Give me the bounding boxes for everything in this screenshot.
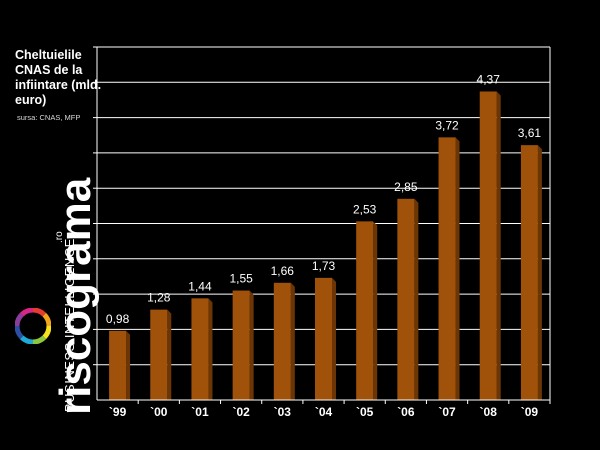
bar-side (167, 309, 172, 400)
bar-side (373, 221, 378, 400)
x-tick-label: `06 (397, 405, 415, 419)
bar-side (249, 290, 254, 400)
value-label: 1,66 (271, 264, 295, 278)
bar-side (455, 137, 460, 401)
ring-segment (19, 308, 34, 317)
bar-side (126, 330, 131, 400)
value-labels: 0,98 1,28 1,44 1,55 1,66 1,73 2,53 2,85 3,72 4,37… (106, 72, 541, 325)
value-label: 3,61 (518, 126, 542, 140)
bar-side (414, 198, 419, 400)
x-tick-label: `05 (356, 405, 374, 419)
x-tick-label: `03 (274, 405, 292, 419)
bar (438, 137, 456, 401)
bar-side (290, 282, 295, 400)
x-tick-label: `08 (480, 405, 498, 419)
bar (273, 282, 291, 400)
bar (479, 91, 497, 400)
bar (191, 298, 209, 400)
value-label: 3,72 (435, 118, 459, 132)
value-label: 1,55 (229, 272, 253, 286)
bar (315, 277, 332, 400)
value-label: 2,53 (353, 202, 377, 216)
x-tick-label: `00 (150, 405, 168, 419)
ring-segment (15, 325, 24, 340)
ring-segment (42, 325, 51, 340)
bar (520, 145, 538, 400)
x-tick-label: `01 (191, 405, 209, 419)
bar (232, 290, 250, 400)
bar (109, 330, 127, 400)
x-tick-label: `02 (232, 405, 250, 419)
bar (397, 198, 415, 400)
value-label: 1,73 (312, 259, 336, 273)
x-axis: `99 `00 `01 `02 `03 `04 `05 `06 `07 `08 `09 (96, 47, 551, 419)
color-ring-icon (15, 308, 51, 344)
bar-side (332, 277, 336, 400)
value-label: 1,44 (188, 279, 212, 293)
brand-logo: riscograma .ro BUSINESS INTELLIGENCE (8, 178, 100, 415)
bar (150, 309, 168, 400)
x-tick-label: `07 (438, 405, 456, 419)
bar (356, 221, 374, 400)
bar-side (496, 91, 501, 400)
value-label: 0,98 (106, 312, 130, 326)
value-label: 4,37 (477, 72, 501, 86)
ring-segment (32, 308, 47, 317)
chart-source: sursa: CNAS, MFP (17, 113, 81, 122)
ring-segment (15, 312, 24, 327)
value-label: 2,85 (394, 180, 418, 194)
x-tick-label: `04 (315, 405, 333, 419)
bars (109, 91, 542, 401)
chart-title: Cheltuielile CNAS de la infiintare (mld.… (15, 48, 102, 107)
x-tick-label: `09 (521, 405, 539, 419)
x-tick-label: `99 (109, 405, 127, 419)
bar-side (537, 145, 542, 400)
ring-segment (42, 312, 51, 327)
ring-segment (32, 335, 47, 344)
ring-segment (19, 335, 34, 344)
bar-side (208, 298, 213, 400)
value-label: 1,28 (147, 291, 171, 305)
